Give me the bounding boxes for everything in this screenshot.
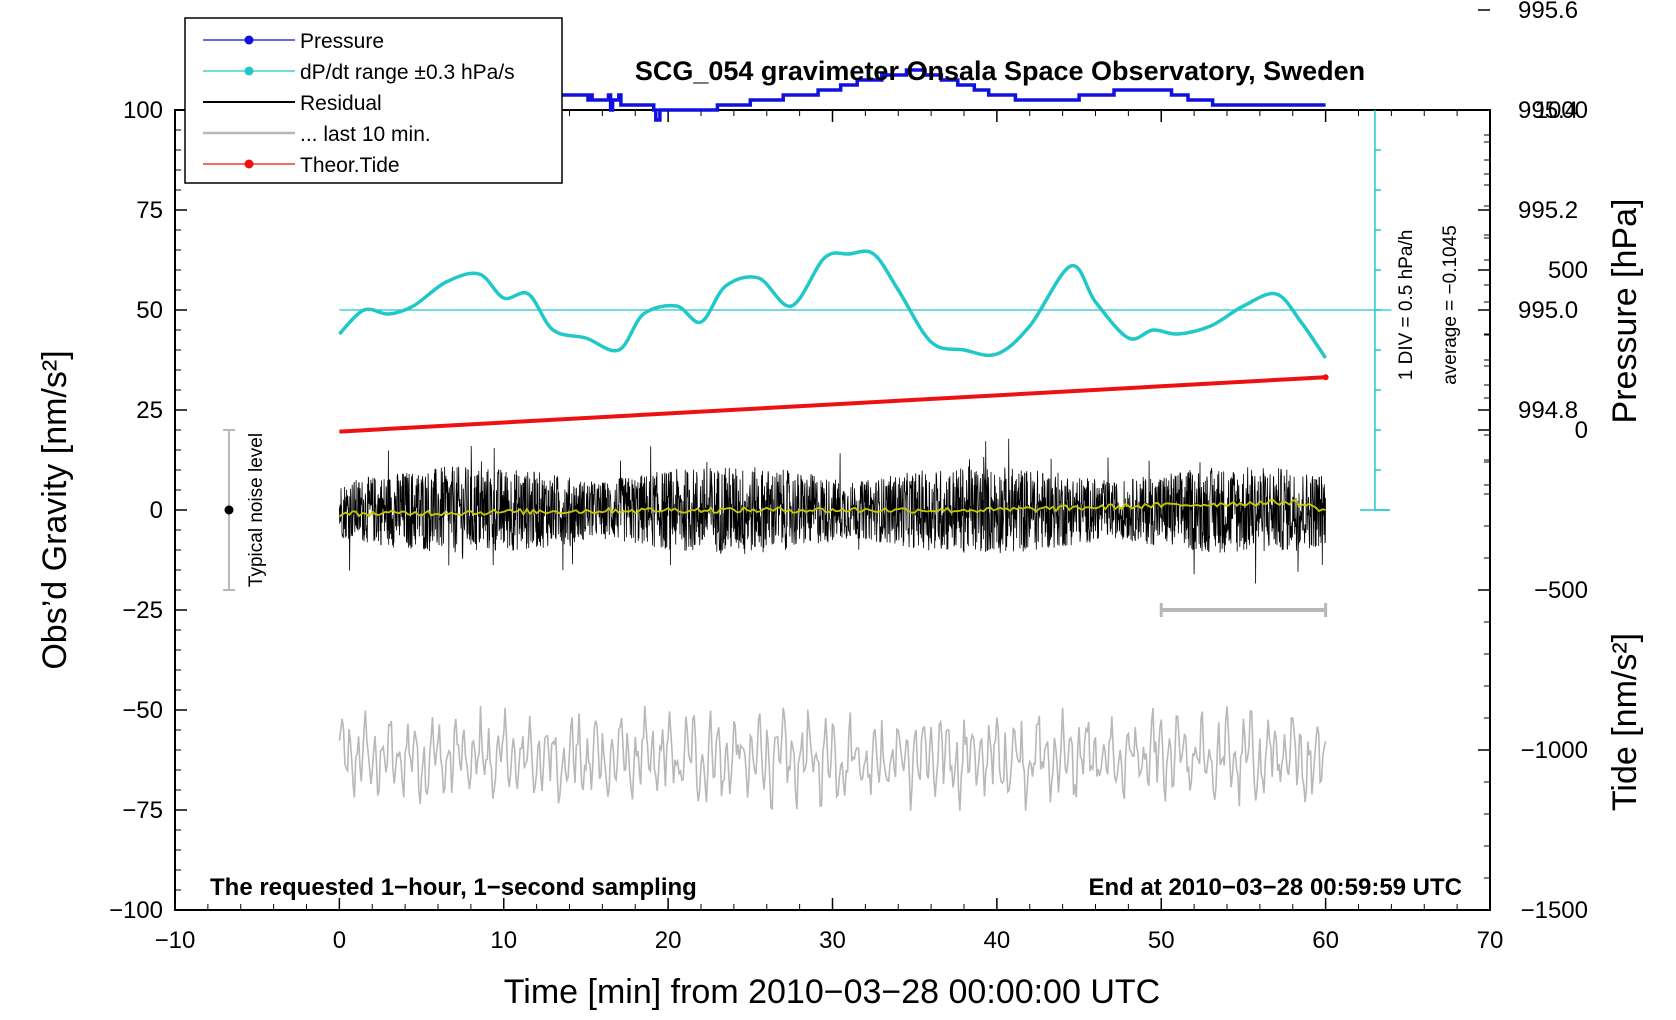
annotation-div-scale: 1 DIV = 0.5 hPa/h [1396, 230, 1417, 381]
legend-label: Residual [300, 92, 382, 115]
legend: Pressure dP/dt range ±0.3 hPa/s Residual..… [184, 17, 563, 184]
legend-label: dP/dt range ±0.3 hPa/s [300, 61, 515, 84]
tide-tick-label: 500 [1548, 257, 1588, 284]
tide-tick-label: −1500 [1521, 897, 1588, 924]
y-tick-label: −100 [109, 897, 163, 924]
x-tick-label: 0 [333, 927, 346, 954]
x-tick-label: 40 [984, 927, 1011, 954]
tide-tick-label: −500 [1534, 577, 1588, 604]
x-tick-label: 20 [655, 927, 682, 954]
annotation-bottom-left: The requested 1−hour, 1−second sampling [210, 874, 697, 901]
y-tick-label: 0 [150, 497, 163, 524]
legend-marker [244, 159, 254, 169]
chart-title: SCG_054 gravimeter Onsala Space Observat… [635, 56, 1365, 86]
legend-label: Pressure [300, 30, 384, 53]
pressure-tick-label: 995.2 [1518, 197, 1578, 224]
legend-marker [244, 35, 254, 45]
y-tick-label: 100 [123, 97, 163, 124]
legend-item: ... last 10 min. [203, 123, 431, 146]
x-axis-label: Time [min] from 2010−03−28 00:00:00 UTC [504, 973, 1160, 1011]
legend-label: Theor.Tide [300, 154, 400, 177]
y-tick-label: −75 [122, 797, 163, 824]
legend-label: ... last 10 min. [300, 123, 431, 146]
series-dpdt [338, 249, 1328, 359]
series-theor-tide-end [1322, 374, 1329, 381]
axis-tick-labels: −10 0 10 20 30 40 50 60 70−100−75−50−25025507510… [109, 0, 1588, 954]
pressure-tick-label: 995.6 [1518, 0, 1578, 24]
series-residual [339, 438, 1326, 584]
annotation-average: average = −0.1045 [1440, 225, 1461, 385]
pressure-tick-label: 995.4 [1518, 97, 1578, 124]
noise-bar-center [224, 505, 234, 515]
y-tick-label: −50 [122, 697, 163, 724]
y-axis-label-tide: Tide [nm/s²] [1606, 633, 1644, 811]
y-tick-label: 50 [136, 297, 163, 324]
series-last-10-min [338, 705, 1327, 811]
x-tick-label: −10 [155, 927, 196, 954]
y-tick-label: 25 [136, 397, 163, 424]
legend-item: Residual [203, 92, 382, 115]
y-tick-label: 75 [136, 197, 163, 224]
legend-marker [244, 66, 254, 76]
x-tick-label: 60 [1312, 927, 1339, 954]
y-axis-label-left: Obs’d Gravity [nm/s²] [36, 350, 74, 669]
x-tick-label: 30 [819, 927, 846, 954]
x-tick-label: 70 [1477, 927, 1504, 954]
legend-item: dP/dt range ±0.3 hPa/s [203, 61, 515, 84]
x-tick-label: 50 [1148, 927, 1175, 954]
tide-tick-label: −1000 [1521, 737, 1588, 764]
tide-tick-label: 1000 [1535, 97, 1588, 124]
series-theor-tide [339, 375, 1326, 434]
annotation-noise-level: Typical noise level [246, 433, 267, 587]
annotation-bottom-right: End at 2010−03−28 00:59:59 UTC [1088, 874, 1462, 901]
y-axis-label-pressure: Pressure [hPa] [1606, 199, 1644, 424]
series-residual-mean [338, 498, 1326, 518]
pressure-tick-label: 994.8 [1518, 397, 1578, 424]
legend-item: Theor.Tide [203, 154, 400, 177]
y-tick-label: −25 [122, 597, 163, 624]
pressure-tick-label: 995.0 [1518, 297, 1578, 324]
legend-item: Pressure [203, 30, 384, 53]
legend-box [184, 17, 563, 184]
tide-tick-label: 0 [1575, 417, 1588, 444]
x-tick-label: 10 [490, 927, 517, 954]
